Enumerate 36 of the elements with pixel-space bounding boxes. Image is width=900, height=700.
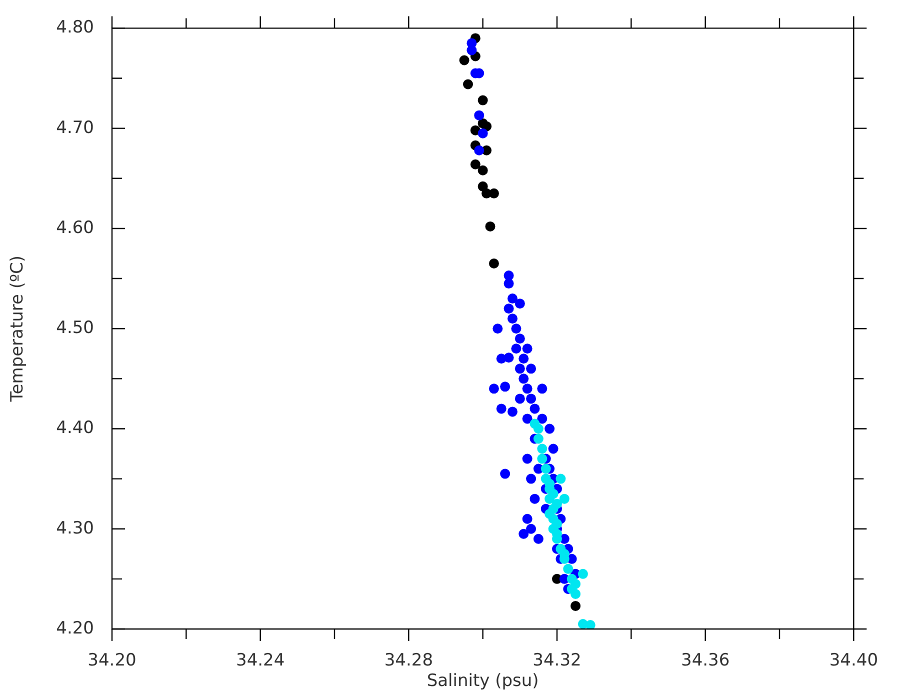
x-axis-title: Salinity (psu) <box>426 671 539 692</box>
y-axis-title: Temperature (ºC) <box>8 255 28 403</box>
x-tick-label: 34.36 <box>680 650 730 671</box>
y-tick-label: 4.50 <box>56 318 94 338</box>
point <box>563 564 574 574</box>
x-tick-label: 34.20 <box>88 650 136 671</box>
point <box>533 424 544 434</box>
point <box>488 188 499 198</box>
point <box>544 494 555 504</box>
y-tick-label: 4.30 <box>56 518 94 538</box>
point <box>537 444 548 454</box>
y-tick-label: 4.80 <box>56 18 94 38</box>
point <box>485 221 496 232</box>
point <box>570 600 581 611</box>
point <box>478 165 488 176</box>
x-tick-label: 34.24 <box>236 650 285 671</box>
point <box>459 55 470 66</box>
point <box>578 568 588 579</box>
point <box>478 95 488 106</box>
point <box>463 79 473 90</box>
point <box>585 620 596 629</box>
x-tick-label: 34.28 <box>384 650 433 671</box>
point <box>533 434 544 444</box>
y-tick-label: 4.70 <box>56 118 94 138</box>
x-tick-label: 34.32 <box>532 650 582 671</box>
y-tick-label: 4.40 <box>56 418 94 438</box>
point <box>559 494 570 504</box>
point <box>470 159 480 170</box>
point <box>556 474 566 484</box>
y-tick-label: 4.60 <box>56 218 94 238</box>
point <box>488 258 499 269</box>
point <box>540 464 551 474</box>
point <box>537 454 548 464</box>
y-tick-label: 4.20 <box>56 618 94 638</box>
x-tick-label: 34.40 <box>829 650 878 671</box>
point <box>570 588 581 599</box>
